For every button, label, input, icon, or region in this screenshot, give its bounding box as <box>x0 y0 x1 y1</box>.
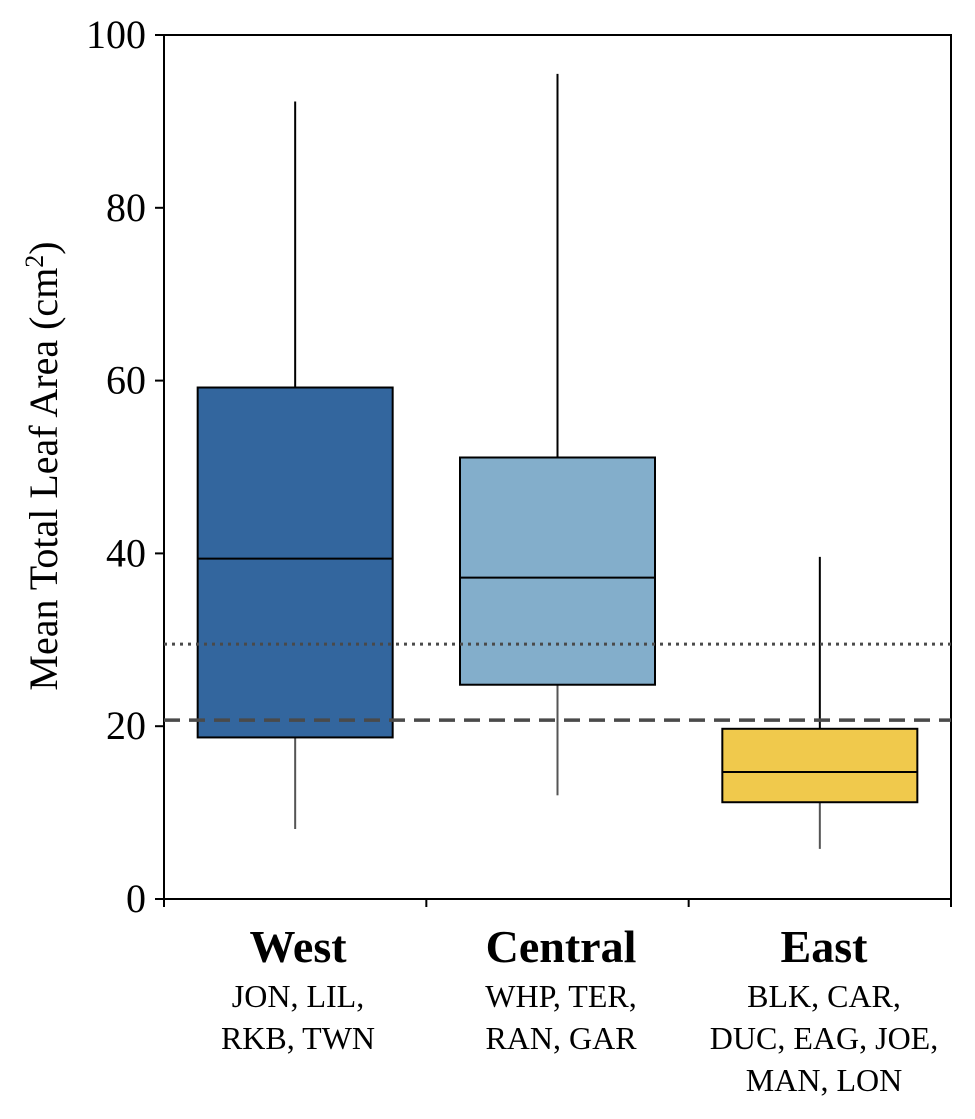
category-label-east: East <box>781 921 869 972</box>
category-sites-east-line3: MAN, LON <box>746 1062 902 1098</box>
box-east <box>721 556 919 849</box>
box-west <box>196 101 394 830</box>
box-series <box>196 73 919 849</box>
y-tick-label: 40 <box>106 530 146 575</box>
category-sites-east-line2: DUC, EAG, JOE, <box>710 1020 938 1056</box>
y-axis: 0 20 40 60 80 100 <box>86 12 164 921</box>
category-sites-central-line1: WHP, TER, <box>485 978 636 1014</box>
y-tick-label: 100 <box>86 12 146 57</box>
y-axis-label: Mean Total Leaf Area (cm2) <box>20 241 67 690</box>
category-sites-east-line1: BLK, CAR, <box>747 978 901 1014</box>
iqr-box-west <box>196 386 394 739</box>
category-sites-west-line1: JON, LIL, <box>232 978 364 1014</box>
category-sites-west-line2: RKB, TWN <box>221 1020 375 1056</box>
category-label-central: Central <box>486 921 637 972</box>
y-tick-label: 60 <box>106 358 146 403</box>
category-label-west: West <box>249 921 347 972</box>
iqr-box-central <box>459 456 656 686</box>
x-category-labels: West JON, LIL, RKB, TWN Central WHP, TER… <box>221 921 938 1098</box>
iqr-box-east <box>721 727 919 804</box>
x-axis <box>163 899 952 907</box>
plot-area-frame <box>163 34 952 900</box>
category-sites-central-line2: RAN, GAR <box>485 1020 637 1056</box>
y-tick-label: 20 <box>106 703 146 748</box>
reference-lines <box>164 642 951 722</box>
y-tick-label: 0 <box>126 876 146 921</box>
box-central <box>459 73 656 796</box>
y-axis-label-superscript: 2 <box>20 255 49 268</box>
y-tick-label: 80 <box>106 185 146 230</box>
